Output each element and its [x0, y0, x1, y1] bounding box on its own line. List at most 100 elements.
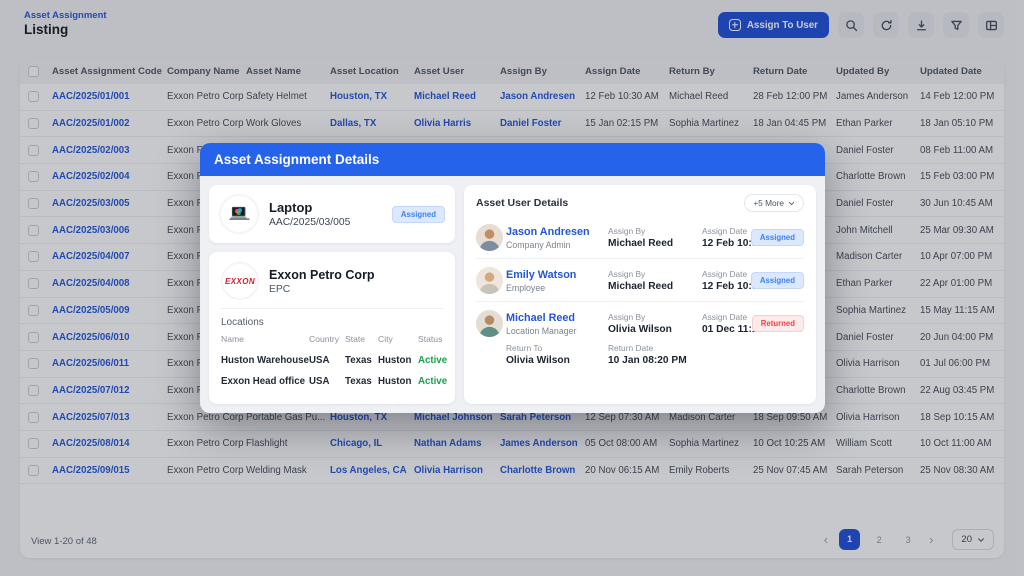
table-row[interactable]: AAC/2025/09/015 Exxon Petro Corp Welding…	[20, 457, 1004, 485]
column-header[interactable]: Return By	[669, 65, 715, 77]
page-size-select[interactable]: 20	[952, 529, 994, 550]
cell-updated-by: Sarah Peterson	[836, 464, 904, 476]
row-checkbox[interactable]	[28, 304, 39, 316]
more-users-dropdown[interactable]: +5 More	[744, 194, 804, 212]
plus-icon	[728, 19, 741, 31]
cell-assignment-code[interactable]: AAC/2025/09/015	[52, 464, 130, 476]
row-checkbox[interactable]	[28, 91, 39, 103]
table-row[interactable]: AAC/2025/01/002 Exxon Petro Corp Work Gl…	[20, 110, 1004, 138]
export-button[interactable]	[908, 12, 934, 38]
row-checkbox[interactable]	[28, 331, 39, 343]
cell-assignment-code[interactable]: AAC/2025/01/001	[52, 91, 130, 103]
cell-company-name: Exxon Petro Corp	[167, 91, 244, 103]
column-header[interactable]: Updated Date	[920, 65, 982, 77]
cell-assignment-code[interactable]: AAC/2025/02/004	[52, 171, 130, 183]
cell-assignment-code[interactable]: AAC/2025/07/012	[52, 384, 130, 396]
page-button-2[interactable]: 2	[876, 534, 882, 545]
column-header[interactable]: Asset Location	[330, 65, 399, 77]
company-short-code: EPC	[269, 283, 291, 295]
row-checkbox[interactable]	[28, 384, 39, 396]
prev-page-icon[interactable]: ‹	[823, 531, 829, 547]
row-checkbox[interactable]	[28, 438, 39, 450]
cell-asset-user[interactable]: Olivia Harris	[414, 118, 472, 130]
user-identity: Michael Reed Location Manager	[506, 312, 608, 336]
assign-to-user-button[interactable]: Assign To User	[717, 12, 829, 38]
cell-assignment-code[interactable]: AAC/2025/03/006	[52, 224, 130, 236]
user-name[interactable]: Jason Andresen	[506, 225, 590, 238]
column-header[interactable]: Return Date	[753, 65, 808, 77]
cell-return-by: Sophia Martinez	[669, 438, 740, 450]
cell-assignment-code[interactable]: AAC/2025/06/010	[52, 331, 130, 343]
table-row[interactable]: AAC/2025/01/001 Exxon Petro Corp Safety …	[20, 84, 1004, 111]
row-checkbox[interactable]	[28, 171, 39, 183]
table-row[interactable]: AAC/2025/08/014 Exxon Petro Corp Flashli…	[20, 430, 1004, 458]
column-header[interactable]: Asset Assignment Code	[52, 65, 162, 77]
columns-button[interactable]	[978, 12, 1004, 38]
company-name: Exxon Petro Corp	[269, 267, 375, 282]
search-button[interactable]	[838, 12, 864, 38]
cell-assign-by[interactable]: James Anderson	[500, 438, 578, 450]
cell-return-by: Michael Reed	[669, 91, 729, 103]
breadcrumb[interactable]: Asset Assignment	[24, 10, 107, 21]
user-name[interactable]: Emily Watson	[506, 268, 577, 281]
cell-assignment-code[interactable]: AAC/2025/06/011	[52, 358, 130, 370]
cell-assignment-code[interactable]: AAC/2025/05/009	[52, 304, 130, 316]
cell-updated-date: 25 Nov 08:30 AM	[920, 464, 995, 476]
row-checkbox[interactable]	[28, 358, 39, 370]
return-date-value: 10 Jan 08:20 PM	[608, 355, 687, 366]
cell-asset-user[interactable]: Michael Reed	[414, 91, 476, 103]
cell-return-by: Sophia Martinez	[669, 118, 740, 130]
filter-button[interactable]	[943, 12, 969, 38]
cell-asset-location[interactable]: Los Angeles, CA	[330, 464, 407, 476]
cell-asset-location[interactable]: Houston, TX	[330, 411, 388, 423]
cell-asset-location[interactable]: Dallas, TX	[330, 118, 377, 130]
cell-asset-user[interactable]: Michael Johnson	[414, 411, 493, 423]
cell-updated-by: William Scott	[836, 438, 892, 450]
row-checkbox[interactable]	[28, 224, 39, 236]
page-button-3[interactable]: 3	[905, 534, 911, 545]
column-header[interactable]: Asset User	[414, 65, 465, 77]
row-checkbox[interactable]	[28, 251, 39, 263]
cell-asset-location[interactable]: Houston, TX	[330, 91, 388, 103]
cell-assignment-code[interactable]: AAC/2025/04/008	[52, 278, 130, 290]
column-header[interactable]: Company Name	[167, 65, 240, 77]
row-checkbox[interactable]	[28, 198, 39, 210]
cell-updated-date: 01 Jul 06:00 PM	[920, 358, 991, 370]
cell-updated-date: 18 Jan 05:10 PM	[920, 118, 994, 130]
cell-asset-location[interactable]: Chicago, IL	[330, 438, 383, 450]
row-checkbox[interactable]	[28, 278, 39, 290]
asset-code: AAC/2025/03/005	[269, 217, 351, 228]
column-header[interactable]: Asset Name	[246, 65, 301, 77]
user-identity: Emily Watson Employee	[506, 269, 608, 293]
cell-assign-by[interactable]: Sarah Peterson	[500, 411, 572, 423]
user-role: Company Admin	[506, 239, 571, 250]
assign-by-value: Michael Reed	[608, 238, 674, 249]
cell-assignment-code[interactable]: AAC/2025/01/002	[52, 118, 130, 130]
user-name[interactable]: Michael Reed	[506, 311, 576, 324]
next-page-icon[interactable]: ›	[929, 531, 934, 547]
cell-asset-user[interactable]: Olivia Harrison	[414, 464, 483, 476]
cell-assignment-code[interactable]: AAC/2025/03/005	[52, 198, 130, 210]
row-checkbox[interactable]	[28, 411, 39, 423]
column-header[interactable]: Updated By	[836, 65, 890, 77]
row-checkbox[interactable]	[28, 118, 39, 130]
page-button-1[interactable]: 1	[839, 529, 861, 550]
select-all-checkbox[interactable]	[28, 65, 39, 77]
column-header[interactable]: Assign Date	[585, 65, 641, 77]
cell-assign-date: 12 Feb 10:30 AM	[585, 91, 659, 103]
cell-assignment-code[interactable]: AAC/2025/08/014	[52, 438, 130, 450]
cell-assign-by[interactable]: Jason Andresen	[500, 91, 576, 103]
cell-assignment-code[interactable]: AAC/2025/02/003	[52, 144, 130, 156]
cell-asset-user[interactable]: Nathan Adams	[414, 438, 482, 450]
cell-assignment-code[interactable]: AAC/2025/04/007	[52, 251, 130, 263]
row-checkbox[interactable]	[28, 144, 39, 156]
cell-assign-date: 12 Sep 07:30 AM	[585, 411, 660, 423]
row-checkbox[interactable]	[28, 464, 39, 476]
column-header[interactable]: Assign By	[500, 65, 547, 77]
cell-assign-by[interactable]: Charlotte Brown	[500, 464, 576, 476]
refresh-button[interactable]	[873, 12, 899, 38]
cell-assignment-code[interactable]: AAC/2025/07/013	[52, 411, 130, 423]
user-avatar	[476, 310, 503, 337]
cell-company-name: Exxon Petro Corp	[167, 438, 244, 450]
cell-assign-by[interactable]: Daniel Foster	[500, 118, 562, 130]
